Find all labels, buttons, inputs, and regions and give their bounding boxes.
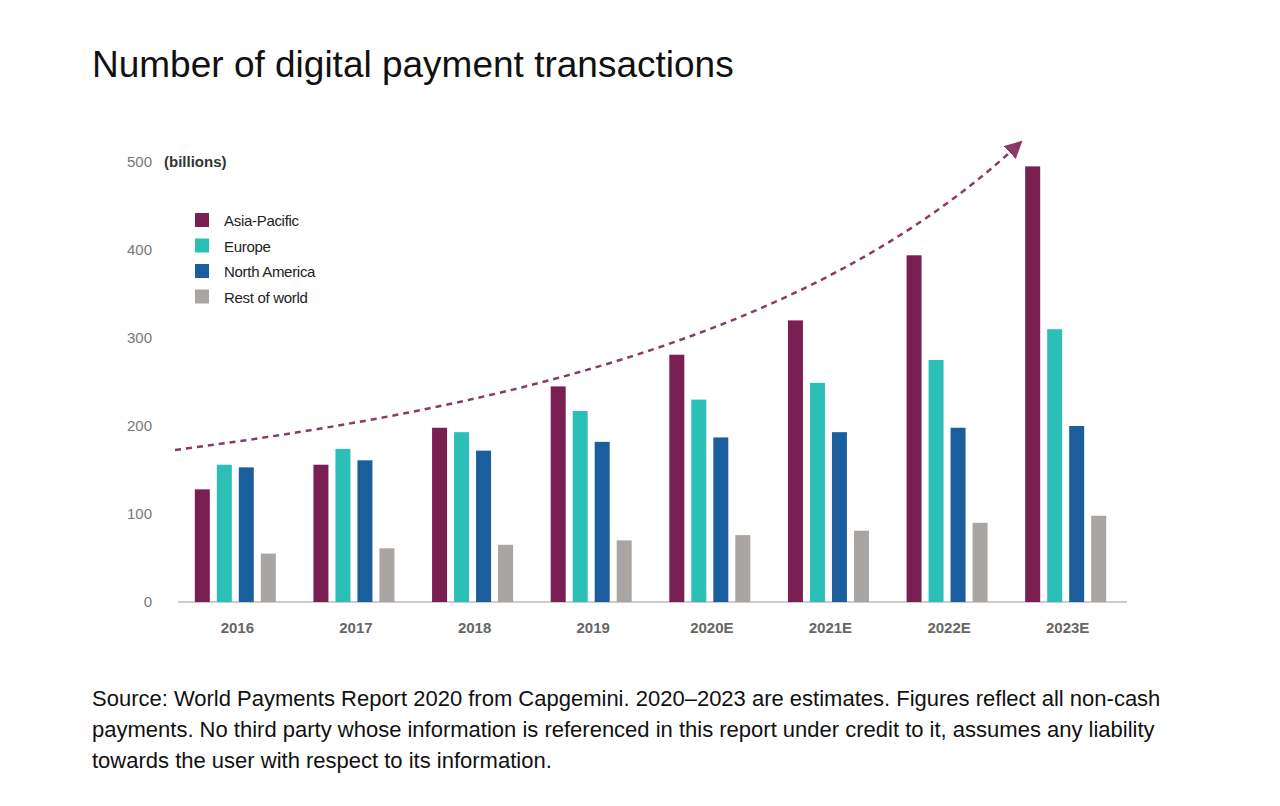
legend-swatch bbox=[195, 264, 209, 278]
bar bbox=[691, 400, 706, 602]
bar bbox=[379, 548, 394, 602]
source-note: Source: World Payments Report 2020 from … bbox=[92, 683, 1172, 776]
x-tick-label: 2019 bbox=[577, 619, 610, 636]
bar bbox=[669, 355, 684, 602]
bar bbox=[1025, 166, 1040, 602]
bar bbox=[951, 428, 966, 602]
bar bbox=[929, 360, 944, 602]
y-tick-label: 400 bbox=[127, 241, 152, 258]
bar bbox=[788, 320, 803, 602]
bar bbox=[854, 531, 869, 602]
y-tick-label: 0 bbox=[144, 593, 152, 610]
bar bbox=[195, 489, 210, 602]
bar bbox=[595, 442, 610, 602]
bar bbox=[1047, 329, 1062, 602]
x-tick-label: 2016 bbox=[221, 619, 254, 636]
bar bbox=[313, 465, 328, 602]
legend-label: North America bbox=[224, 263, 316, 280]
bar bbox=[454, 432, 469, 602]
y-axis-label: (billions) bbox=[164, 153, 227, 170]
x-tick-label: 2021E bbox=[809, 619, 852, 636]
x-tick-label: 2022E bbox=[927, 619, 970, 636]
y-tick-label: 200 bbox=[127, 417, 152, 434]
x-tick-label: 2020E bbox=[690, 619, 733, 636]
legend-swatch bbox=[195, 213, 209, 227]
x-tick-label: 2018 bbox=[458, 619, 491, 636]
bar bbox=[832, 432, 847, 602]
bar bbox=[1069, 426, 1084, 602]
bar bbox=[907, 255, 922, 602]
legend-swatch bbox=[195, 290, 209, 304]
x-tick-label: 2017 bbox=[339, 619, 372, 636]
legend-label: Asia-Pacific bbox=[224, 212, 300, 229]
bar bbox=[551, 386, 566, 602]
bar bbox=[217, 465, 232, 602]
bar bbox=[973, 523, 988, 602]
legend-swatch bbox=[195, 239, 209, 253]
bar bbox=[335, 449, 350, 602]
bar bbox=[357, 460, 372, 602]
bar bbox=[1091, 516, 1106, 602]
bar bbox=[713, 437, 728, 602]
x-tick-label: 2023E bbox=[1046, 619, 1089, 636]
y-tick-label: 500 bbox=[127, 153, 152, 170]
bars bbox=[195, 166, 1106, 602]
bar bbox=[476, 451, 491, 602]
bar bbox=[239, 467, 254, 602]
chart-title: Number of digital payment transactions bbox=[92, 44, 734, 86]
trend-arrow bbox=[175, 143, 1020, 450]
y-tick-label: 100 bbox=[127, 505, 152, 522]
bar bbox=[261, 554, 276, 602]
bar bbox=[617, 540, 632, 602]
bar bbox=[810, 383, 825, 602]
legend-label: Rest of world bbox=[224, 289, 308, 306]
bar bbox=[735, 535, 750, 602]
bar bbox=[573, 411, 588, 602]
legend-label: Europe bbox=[224, 238, 271, 255]
chart-svg: 0 100 200 300 400 500 (billions) 2016 2017 2018 20… bbox=[0, 0, 1280, 806]
bar bbox=[432, 428, 447, 602]
bar bbox=[498, 545, 513, 602]
y-tick-label: 300 bbox=[127, 329, 152, 346]
